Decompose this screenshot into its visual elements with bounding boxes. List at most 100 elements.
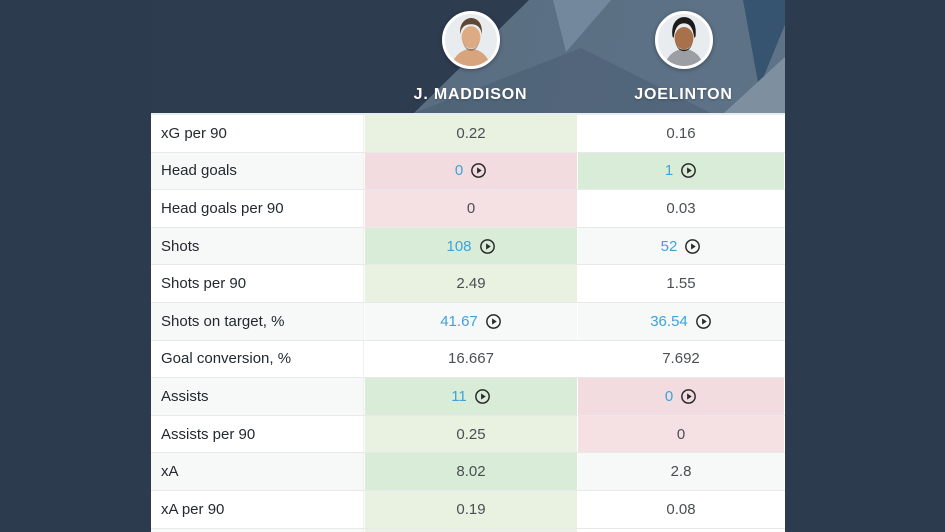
stat-cell: 1.55 — [577, 265, 784, 302]
player-photo-1 — [444, 14, 497, 66]
stat-value: 2.8 — [670, 463, 692, 481]
stat-cell: 36.54 — [577, 302, 784, 340]
stat-cell: 0 — [577, 415, 784, 453]
stat-label: Shots — [161, 237, 200, 255]
stat-label: Assists per 90 — [161, 425, 256, 443]
stat-label-cell: Shots — [151, 227, 364, 265]
stat-value[interactable]: 0 — [454, 162, 464, 180]
table-row: xG per 90 0.22 0.16 — [151, 115, 785, 153]
stat-cell: 0.19 — [364, 490, 577, 528]
stat-cell: 0 — [364, 152, 577, 190]
stat-label: Head goals per 90 — [161, 199, 284, 217]
stat-label-cell: xA — [151, 453, 364, 490]
play-video-icon[interactable] — [680, 388, 697, 405]
stat-cell: 11 — [364, 378, 577, 415]
stat-label: Shots on target, % — [161, 312, 285, 330]
table-row: Shots on target, % 41.67 36.54 — [151, 302, 785, 341]
stat-value[interactable]: 52 — [660, 237, 678, 255]
play-video-icon[interactable] — [479, 238, 496, 255]
stat-cell: 0.08 — [577, 490, 784, 528]
stat-label-cell — [151, 528, 364, 532]
table-row: xA 8.02 2.8 — [151, 453, 785, 491]
stat-value: 0 — [676, 425, 686, 443]
stat-value: 0.19 — [456, 500, 486, 518]
player-name-2[interactable]: JOELINTON — [634, 86, 733, 103]
stat-cell — [577, 528, 784, 532]
stat-value[interactable]: 108 — [446, 237, 472, 255]
play-video-icon[interactable] — [474, 388, 491, 405]
stat-value: 7.692 — [662, 350, 700, 368]
stat-cell: 2.49 — [364, 265, 577, 302]
stat-cell: 16.667 — [364, 340, 577, 378]
stats-table: xG per 90 0.22 0.16 Head goals 0 1 — [151, 113, 785, 532]
stat-label-cell: Head goals — [151, 152, 364, 190]
table-row: Shots per 90 2.49 1.55 — [151, 265, 785, 303]
stat-label: Assists — [161, 387, 209, 405]
table-row: Assists 11 0 — [151, 378, 785, 416]
stat-label: Head goals — [161, 162, 237, 180]
stat-label-cell: Goal conversion, % — [151, 340, 364, 378]
stat-cell: 0 — [364, 190, 577, 227]
stat-value[interactable]: 1 — [664, 162, 674, 180]
stat-label: xG per 90 — [161, 124, 227, 142]
stat-value[interactable]: 11 — [451, 387, 467, 405]
stat-value: 1.55 — [666, 275, 696, 293]
stat-label-cell: Shots on target, % — [151, 302, 364, 340]
player-column-header-1[interactable]: J. MADDISON — [364, 0, 577, 113]
play-video-icon[interactable] — [680, 162, 697, 179]
stat-label-cell: Head goals per 90 — [151, 190, 364, 227]
stat-cell: 1 — [577, 152, 784, 190]
stat-label-cell: Assists — [151, 378, 364, 415]
stat-value: 0.03 — [666, 199, 696, 217]
player-column-header-2[interactable]: JOELINTON — [577, 0, 785, 113]
stat-label: xA per 90 — [161, 500, 225, 518]
stat-cell: 8.02 — [364, 453, 577, 490]
play-video-icon[interactable] — [485, 313, 502, 330]
stat-label: Shots per 90 — [161, 275, 247, 293]
play-video-icon[interactable] — [470, 162, 487, 179]
stat-cell: 7.692 — [577, 340, 784, 378]
player-avatar-1[interactable] — [441, 11, 500, 69]
stat-value[interactable]: 0 — [664, 387, 674, 405]
stat-value: 8.02 — [456, 463, 486, 481]
table-row: Head goals 0 1 — [151, 152, 785, 191]
stat-label-cell: xG per 90 — [151, 115, 364, 152]
table-row — [151, 528, 785, 532]
stat-value: 0.22 — [456, 124, 486, 142]
stat-cell: 0.22 — [364, 115, 577, 152]
player-avatar-2[interactable] — [654, 11, 713, 69]
stat-cell: 108 — [364, 227, 577, 265]
play-video-icon[interactable] — [695, 313, 712, 330]
stat-cell: 0.03 — [577, 190, 784, 227]
comparison-header: J. MADDISON JOELINTON — [151, 0, 785, 113]
stat-value: 0.25 — [456, 425, 486, 443]
stat-value: 0.08 — [666, 500, 696, 518]
stat-label-cell: Assists per 90 — [151, 415, 364, 453]
stat-value: 0 — [466, 199, 476, 217]
stat-cell: 41.67 — [364, 302, 577, 340]
play-video-icon[interactable] — [684, 238, 701, 255]
stat-label: Goal conversion, % — [161, 350, 292, 368]
stat-value[interactable]: 41.67 — [440, 312, 478, 330]
player-name-1[interactable]: J. MADDISON — [413, 86, 528, 103]
stat-label-cell: Shots per 90 — [151, 265, 364, 302]
stat-label-cell: xA per 90 — [151, 490, 364, 528]
stat-value: 2.49 — [456, 275, 486, 293]
stat-value[interactable]: 36.54 — [650, 312, 688, 330]
table-row: xA per 90 0.19 0.08 — [151, 490, 785, 529]
stat-label: xA — [161, 463, 179, 481]
table-row: Goal conversion, % 16.667 7.692 — [151, 340, 785, 379]
table-row: Shots 108 52 — [151, 227, 785, 266]
stat-cell — [364, 528, 577, 532]
stat-value: 0.16 — [666, 124, 696, 142]
stat-cell: 0.25 — [364, 415, 577, 453]
stat-cell: 52 — [577, 227, 784, 265]
player-photo-2 — [657, 14, 710, 66]
stat-value: 16.667 — [448, 350, 494, 368]
stat-cell: 0 — [577, 378, 784, 415]
table-row: Head goals per 90 0 0.03 — [151, 190, 785, 228]
player-comparison-panel: J. MADDISON JOELINTON xG per 90 — [151, 0, 785, 532]
stat-cell: 2.8 — [577, 453, 784, 490]
table-row: Assists per 90 0.25 0 — [151, 415, 785, 454]
